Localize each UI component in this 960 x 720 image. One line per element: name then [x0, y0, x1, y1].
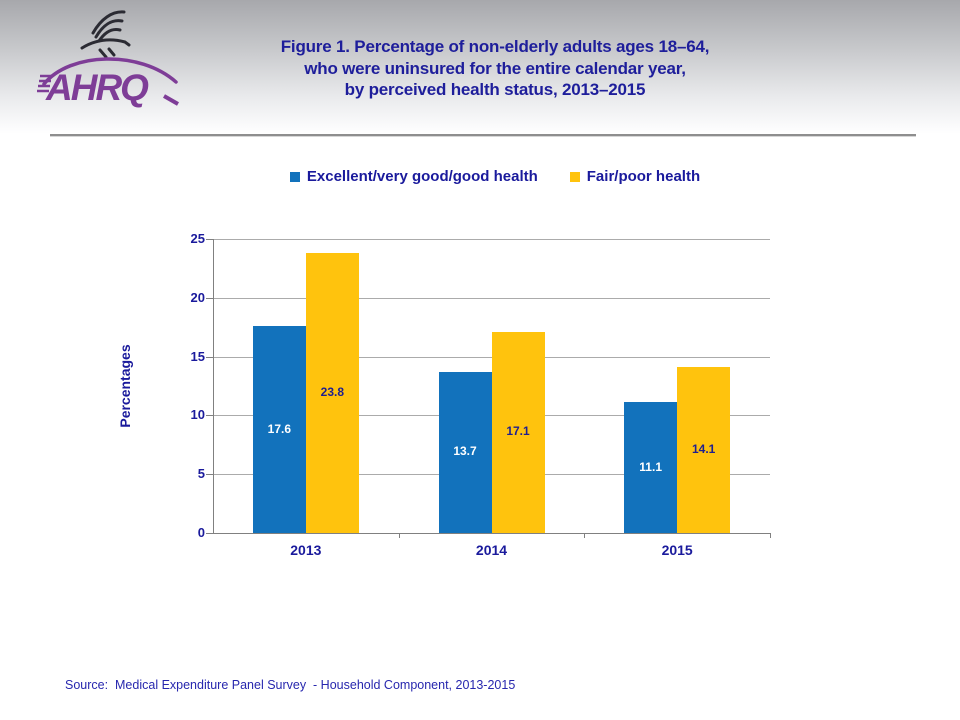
y-tick-mark-25: [206, 239, 213, 240]
x-tick-mark-2: [584, 533, 586, 538]
y-tick-label-25: 25: [190, 231, 205, 246]
header: [0, 0, 960, 134]
ahrq-logo: AHRQ: [36, 4, 186, 108]
x-tick-label-2014: 2014: [475, 542, 508, 558]
y-tick-label-20: 20: [190, 289, 205, 305]
gridline-25: [213, 239, 770, 240]
y-axis: [213, 239, 214, 533]
title-line-3: by perceived health status, 2013–2015: [344, 80, 646, 99]
bar-fair-poor-2014: [491, 331, 545, 533]
y-tick-label-0: 0: [197, 525, 205, 540]
bar-value-fair-poor-2013: 23.8: [320, 385, 344, 400]
title-line-2: who were uninsured for the entire calend…: [304, 58, 686, 78]
title-line-1: Figure 1. Percentage of non-elderly adul…: [280, 37, 710, 56]
x-axis: [213, 533, 770, 534]
legend-label-excellent: Excellent/very good/good health: [306, 168, 538, 185]
x-tick-label-2013: 2013: [290, 542, 322, 558]
legend-swatch-excellent: [289, 171, 300, 182]
y-tick-mark-20: [206, 297, 213, 299]
divider-line: [50, 134, 916, 136]
y-tick-label-15: 15: [190, 348, 205, 364]
legend-item-fair-poor: Fair/poor health: [569, 168, 701, 185]
y-tick-mark-10: [206, 415, 213, 417]
ahrq-logo-text: AHRQ: [45, 67, 149, 108]
bar-excellent-2014: [438, 371, 492, 533]
chart-legend: Excellent/very good/good health Fair/poor…: [30, 168, 960, 185]
bar-value-excellent-2014: 13.7: [453, 444, 477, 459]
bar-excellent-2013: [252, 326, 306, 533]
y-tick-mark-5: [206, 474, 213, 476]
ahrq-wordmark: AHRQ: [37, 57, 179, 108]
x-tick-mark-3: [770, 533, 771, 538]
bar-value-fair-poor-2015: 14.1: [691, 442, 716, 457]
bar-value-excellent-2015: 11.1: [639, 459, 662, 474]
legend-swatch-fair-poor: [569, 171, 580, 182]
y-tick-label-10: 10: [190, 407, 205, 423]
y-tick-mark-15: [206, 356, 213, 358]
bar-value-fair-poor-2014: 17.1: [506, 424, 530, 439]
legend-label-fair-poor: Fair/poor health: [586, 168, 701, 185]
y-axis-title: Percentages: [117, 344, 133, 428]
bar-value-excellent-2013: 17.6: [267, 421, 291, 436]
source-note: Source: Medical Expenditure Panel Survey…: [65, 678, 516, 692]
y-tick-mark-0: [206, 533, 213, 534]
gridline-20: [213, 297, 770, 299]
figure-title: Figure 1. Percentage of non-elderly adul…: [30, 36, 960, 101]
bar-fair-poor-2015: [677, 367, 731, 533]
bar-excellent-2015: [624, 402, 678, 533]
legend-item-excellent: Excellent/very good/good health: [289, 168, 538, 185]
hhs-eagle-icon: [80, 10, 131, 59]
y-tick-label-5: 5: [197, 466, 205, 482]
x-tick-mark-1: [398, 533, 400, 538]
bar-fair-poor-2013: [305, 253, 359, 533]
x-tick-label-2015: 2015: [661, 542, 693, 558]
